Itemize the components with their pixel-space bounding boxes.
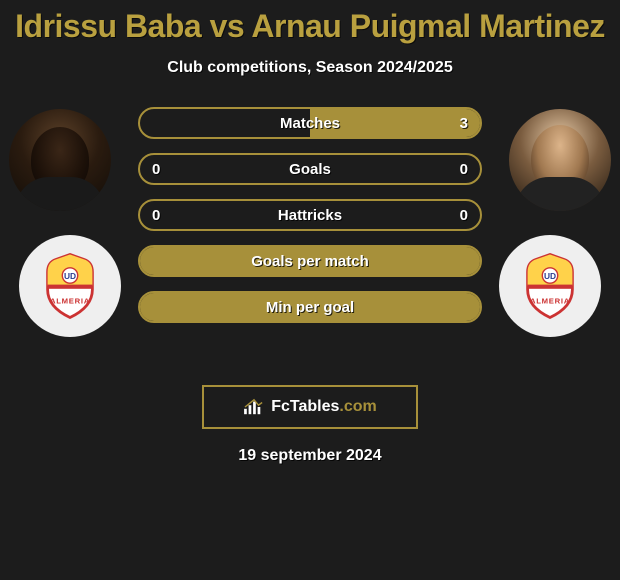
svg-text:UD: UD [64, 271, 76, 281]
svg-text:UD: UD [544, 271, 556, 281]
svg-text:ALMERIA: ALMERIA [530, 297, 570, 306]
brand-name: FcTables.com [271, 398, 377, 416]
stat-row: Matches 3 [138, 107, 482, 139]
club-left-badge: UD ALMERIA [19, 235, 121, 337]
stat-label: Min per goal [266, 299, 354, 316]
stat-label: Goals [289, 161, 331, 178]
player-left-silhouette [9, 109, 111, 211]
stat-value-right: 3 [460, 115, 468, 132]
stat-label: Goals per match [251, 253, 369, 270]
club-right-badge: UD ALMERIA [499, 235, 601, 337]
stat-label: Hattricks [278, 207, 342, 224]
bar-chart-icon [243, 398, 265, 416]
stat-row: Goals per match [138, 245, 482, 277]
stat-label: Matches [280, 115, 340, 132]
brand-box: FcTables.com [202, 385, 418, 429]
comparison-panel: UD ALMERIA UD ALMERIA Matches 3 [0, 107, 620, 367]
player-right-silhouette [509, 109, 611, 211]
stat-row: 0 Goals 0 [138, 153, 482, 185]
stat-bars: Matches 3 0 Goals 0 0 Hattricks 0 Goals … [138, 107, 482, 337]
subtitle: Club competitions, Season 2024/2025 [0, 59, 620, 77]
stat-value-right: 0 [460, 161, 468, 178]
player-right-avatar [509, 109, 611, 211]
page-title: Idrissu Baba vs Arnau Puigmal Martinez [0, 0, 620, 45]
svg-text:ALMERIA: ALMERIA [50, 297, 90, 306]
shield-icon: UD ALMERIA [515, 251, 585, 321]
stat-row: 0 Hattricks 0 [138, 199, 482, 231]
stat-row: Min per goal [138, 291, 482, 323]
stat-value-left: 0 [152, 161, 160, 178]
stat-value-right: 0 [460, 207, 468, 224]
shield-icon: UD ALMERIA [35, 251, 105, 321]
date-label: 19 september 2024 [0, 447, 620, 465]
player-left-avatar [9, 109, 111, 211]
stat-value-left: 0 [152, 207, 160, 224]
